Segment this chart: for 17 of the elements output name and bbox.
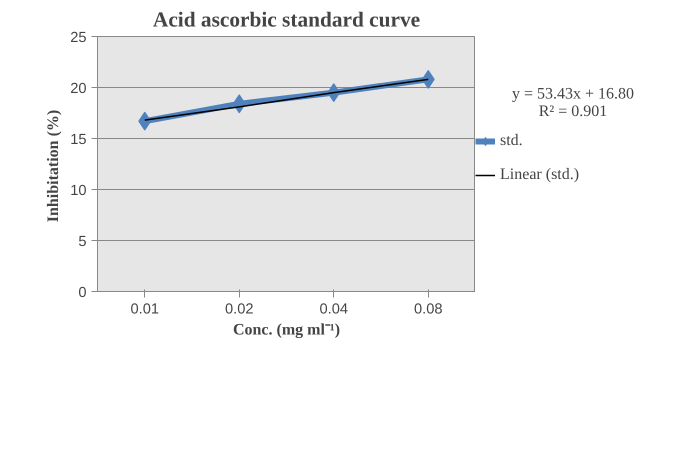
x-tick-label: 0.02 xyxy=(224,302,254,318)
x-tick-label: 0.08 xyxy=(414,302,443,318)
x-tick-label: 0.04 xyxy=(319,302,348,318)
y-tick-label: 20 xyxy=(70,81,87,97)
y-tick-label: 10 xyxy=(70,183,87,199)
legend-label: std. xyxy=(500,132,523,150)
x-tick-label: 0.01 xyxy=(130,302,160,318)
y-tick-label: 15 xyxy=(70,132,87,148)
text: R² = 0.901 xyxy=(538,103,608,120)
legend-label: Linear (std.) xyxy=(500,166,580,184)
text: y = 53.43x + 16.80 xyxy=(512,85,634,102)
y-axis-title: Inhibitation (%) xyxy=(45,110,62,222)
y-tick-label: 0 xyxy=(78,285,87,301)
y-tick-label: 25 xyxy=(70,30,87,46)
x-axis-title: Conc. (mg ml⁻¹) xyxy=(232,322,340,338)
chart-title: Acid ascorbic standard curve xyxy=(152,8,420,32)
y-tick-label: 5 xyxy=(78,234,87,250)
